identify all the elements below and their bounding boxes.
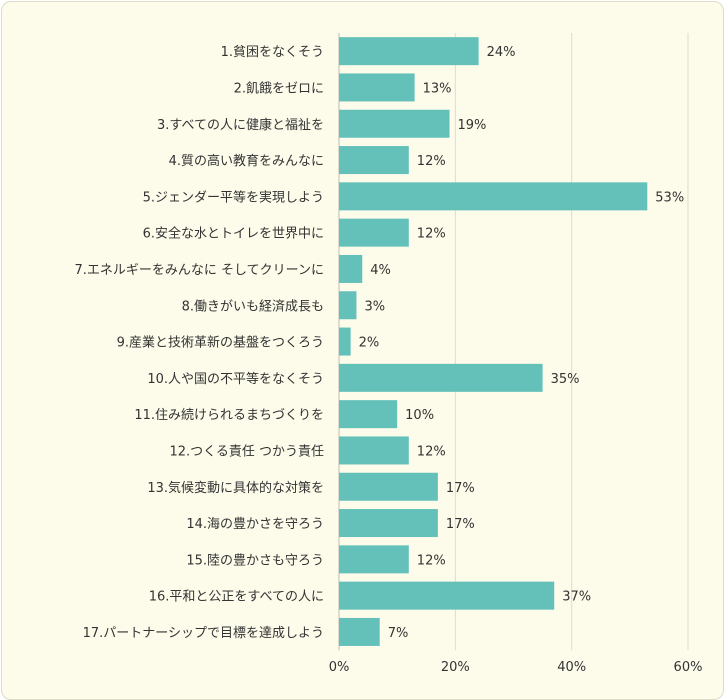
category-label: 13.気候変動に具体的な対策を: [147, 480, 324, 496]
x-tick-label: 40%: [557, 660, 586, 675]
bar-7: [339, 254, 363, 283]
category-label: 4.質の高い教育をみんなに: [169, 153, 324, 169]
bar-16: [339, 581, 555, 610]
category-label: 3.すべての人に健康と福祉を: [157, 117, 324, 133]
x-tick-label: 20%: [441, 660, 470, 675]
bar-6: [339, 218, 409, 247]
bar-11: [339, 400, 398, 429]
category-label: 8.働きがいも経済成長も: [182, 298, 324, 314]
category-label: 16.平和と公正をすべての人に: [149, 590, 324, 605]
bar-3: [339, 109, 450, 138]
category-label: 12.つくる責任 つかう責任: [169, 444, 324, 459]
value-label: 35%: [551, 372, 580, 387]
category-label: 14.海の豊かさを守ろう: [186, 517, 324, 532]
category-label: 5.ジェンダー平等を実現しよう: [143, 189, 324, 205]
bar-5: [339, 182, 648, 211]
category-label: 2.飢餓をゼロに: [234, 81, 324, 96]
value-label: 7%: [388, 626, 409, 641]
category-label: 9.産業と技術革新の基盤をつくろう: [117, 335, 324, 351]
bar-15: [339, 545, 409, 574]
category-label: 11.住み続けられるまちづくりを: [134, 408, 324, 423]
category-label: 10.人や国の不平等をなくそう: [147, 371, 324, 387]
bar-14: [339, 509, 438, 538]
bar-10: [339, 363, 543, 392]
label-layer: 24% 1.貧困をなくそう 13% 2.飢餓をゼロに 19% 3.すべての人に健康と福祉を…: [75, 45, 685, 641]
bar-9: [339, 327, 351, 356]
bar-12: [339, 436, 409, 465]
value-label: 2%: [359, 336, 380, 351]
value-label: 53%: [655, 190, 684, 205]
category-label: 7.エネルギーをみんなに そしてクリーンに: [75, 263, 325, 278]
bar-13: [339, 472, 438, 501]
value-label: 12%: [417, 154, 446, 169]
category-label: 6.安全な水とトイレを世界中に: [143, 226, 324, 242]
value-label: 37%: [562, 590, 591, 605]
value-label: 13%: [423, 81, 452, 96]
bar-layer: [339, 37, 648, 646]
bar-1: [339, 37, 479, 66]
value-label: 17%: [446, 517, 475, 532]
x-tick-label: 0%: [329, 660, 350, 675]
value-label: 12%: [417, 553, 446, 568]
tick-layer: 0% 20% 40% 60%: [329, 660, 703, 675]
category-label: 15.陸の豊かさも守ろう: [186, 552, 324, 568]
value-label: 12%: [417, 444, 446, 459]
value-label: 17%: [446, 481, 475, 496]
bar-4: [339, 146, 409, 175]
value-label: 24%: [487, 45, 516, 60]
value-label: 3%: [364, 299, 385, 314]
bar-8: [339, 291, 357, 320]
value-label: 12%: [417, 227, 446, 242]
bar-17: [339, 617, 380, 646]
category-label: 1.貧困をなくそう: [221, 45, 324, 60]
category-label: 17.パートナーシップで目標を達成しよう: [83, 626, 324, 641]
value-label: 10%: [405, 408, 434, 423]
x-tick-label: 60%: [674, 660, 703, 675]
value-label: 19%: [458, 118, 487, 133]
value-label: 4%: [370, 263, 391, 278]
bar-2: [339, 73, 415, 102]
